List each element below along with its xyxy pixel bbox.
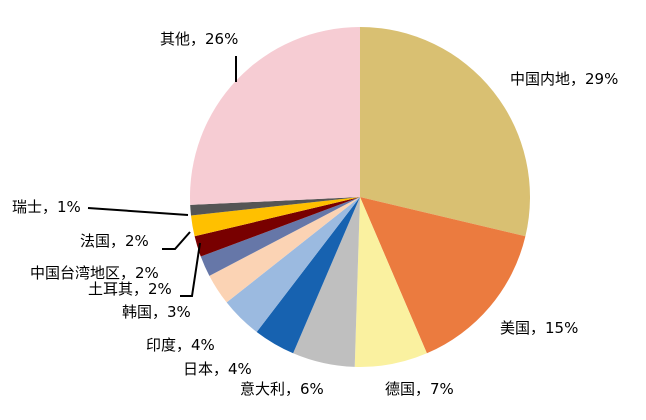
slice-label-10: 瑞士，1% — [12, 198, 81, 216]
pie-slice-3 — [293, 197, 360, 367]
pie-slice-8 — [194, 197, 360, 257]
pie-slice-6 — [209, 197, 360, 303]
pie-slice-9 — [191, 197, 360, 237]
slice-label-8: 中国台湾地区，2% — [30, 264, 159, 282]
slice-label-7: 土耳其，2% — [88, 280, 172, 298]
pie-slice-7 — [200, 197, 360, 276]
slice-label-0: 中国内地，29% — [510, 70, 618, 88]
pie-slice-4 — [256, 197, 360, 354]
leader-line-1 — [162, 231, 191, 250]
slice-label-1: 美国，15% — [500, 319, 578, 337]
slice-label-11: 其他，26% — [160, 30, 238, 48]
leader-line-2 — [180, 242, 201, 297]
pie-slice-5 — [226, 197, 360, 333]
pie-slice-1 — [360, 197, 526, 354]
slice-label-2: 德国，7% — [385, 380, 454, 398]
slice-label-9: 法国，2% — [80, 232, 149, 250]
slice-label-4: 日本，4% — [183, 360, 252, 378]
slice-label-6: 韩国，3% — [122, 303, 191, 321]
slice-label-3: 意大利，6% — [240, 380, 324, 398]
pie-slice-2 — [354, 197, 427, 367]
leader-line-0 — [87, 207, 189, 216]
slice-label-5: 印度，4% — [146, 336, 215, 354]
pie-slice-11 — [190, 27, 360, 205]
pie-slice-10 — [190, 197, 360, 216]
pie-slice-0 — [360, 27, 530, 237]
